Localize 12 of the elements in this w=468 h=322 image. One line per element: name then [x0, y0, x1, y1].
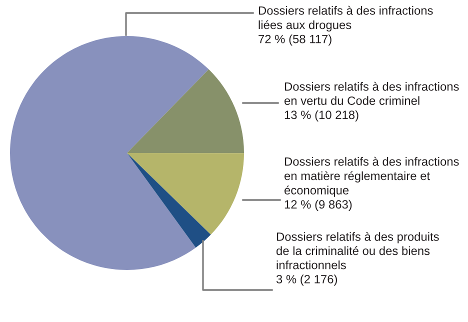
data-label: 3 % (2 176): [276, 274, 338, 286]
pie-slice: [10, 36, 209, 270]
slice-label: Dossiers relatifs à des produits de la criminalité ou des biens infractionnels: [276, 232, 439, 270]
slice-label: Dossiers relatifs à des infractions liées aux drogues: [258, 6, 433, 32]
pie-slice: [127, 153, 244, 235]
data-label: 72 % (58 117): [258, 34, 332, 46]
pie-slice: [127, 69, 244, 154]
pie-slice: [127, 153, 211, 248]
data-label: 12 % (9 863): [284, 200, 352, 211]
slice-label: Dossiers relatifs à des infractions en vertu du Code criminel: [284, 82, 459, 105]
slice-label: Dossiers relatifs à des infractions en matière réglementaire et économique: [284, 156, 459, 197]
data-label: 13 % (10 218): [284, 110, 358, 122]
